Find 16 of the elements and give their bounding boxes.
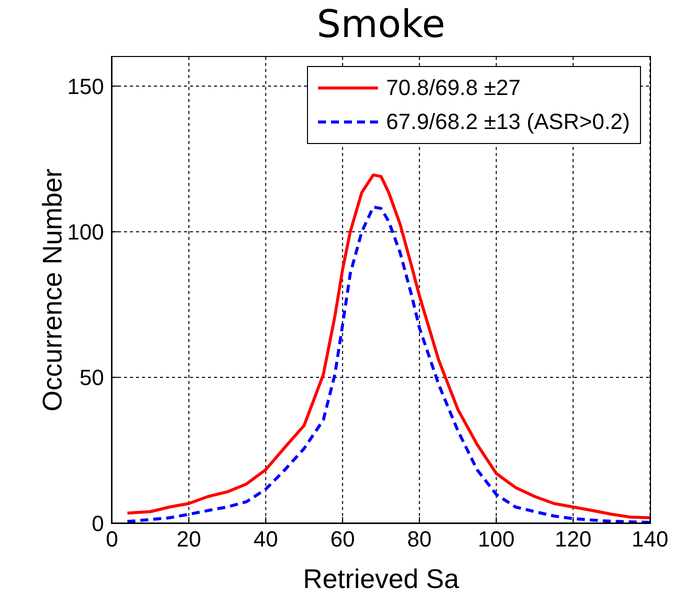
y-tick-label: 150: [67, 74, 104, 99]
x-tick-label: 100: [478, 526, 515, 552]
x-tick-label: 120: [554, 526, 592, 552]
y-axis-title: Occurrence Number: [38, 168, 68, 412]
legend-label: 70.8/69.8 ±27: [386, 75, 521, 101]
y-tick-label: 0: [92, 510, 104, 536]
y-tick-label: 50: [80, 365, 104, 390]
x-tick-label: 60: [330, 526, 355, 552]
chart-title: Smoke: [316, 2, 446, 46]
x-tick-label: 40: [253, 526, 278, 552]
x-tick-label: 80: [407, 526, 432, 552]
legend-label: 67.9/68.2 ±13 (ASR>0.2): [386, 109, 630, 135]
x-tick-label: 140: [632, 526, 668, 552]
y-tick-label: 100: [67, 220, 104, 245]
x-axis-title: Retrieved Sa: [302, 564, 460, 594]
x-tick-label: 20: [176, 526, 202, 552]
